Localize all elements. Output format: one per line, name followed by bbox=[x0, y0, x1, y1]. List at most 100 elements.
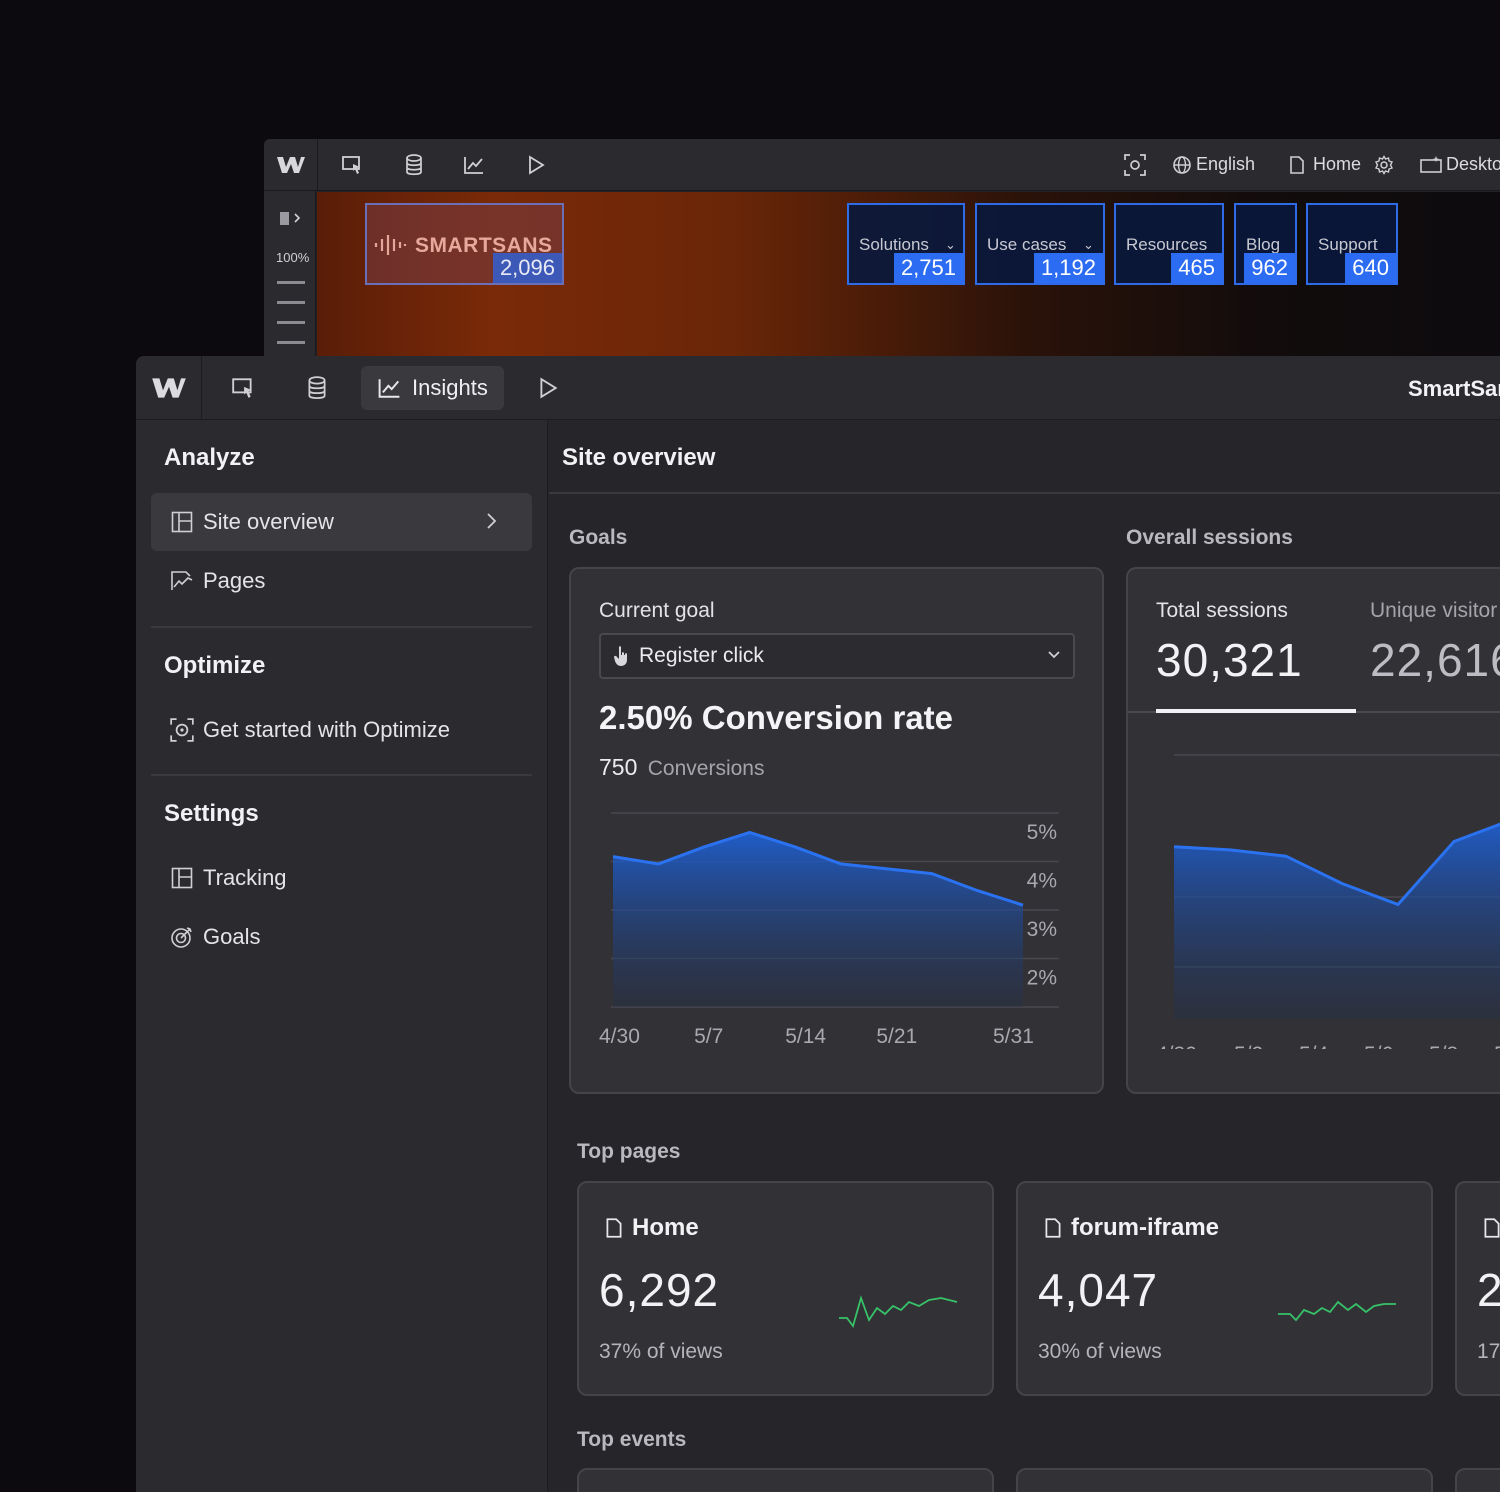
top-page-share: 30% of views bbox=[1038, 1340, 1162, 1363]
top-page-views: 4,047 bbox=[1038, 1264, 1159, 1316]
analyze-heading: Analyze bbox=[164, 444, 255, 471]
sidebar-item-label: Get started with Optimize bbox=[203, 717, 450, 742]
chevron-down-icon: ⌄ bbox=[945, 237, 956, 252]
top-event-card[interactable] bbox=[1016, 1468, 1433, 1492]
ruler-mark bbox=[277, 321, 305, 324]
nav-item-use-cases[interactable]: Use cases ⌄ 1,192 bbox=[975, 203, 1105, 285]
goal-select[interactable]: Register click bbox=[599, 633, 1075, 679]
x-tick-label: 5/31 bbox=[993, 1025, 1034, 1048]
sidebar-item-tracking[interactable]: Tracking bbox=[151, 849, 532, 907]
sidebar-item-label: Pages bbox=[203, 568, 266, 593]
gear-icon[interactable] bbox=[1372, 152, 1396, 178]
conversion-rate: 2.50% Conversion rate bbox=[599, 699, 953, 736]
chevron-right-icon bbox=[478, 511, 504, 531]
webflow-logo-icon[interactable] bbox=[136, 356, 202, 419]
sidebar-item-pages[interactable]: Pages bbox=[151, 552, 532, 610]
sidebar-divider bbox=[151, 626, 532, 628]
top-event-card[interactable] bbox=[1455, 1468, 1500, 1492]
x-tick-label: 5/7 bbox=[694, 1025, 723, 1048]
y-tick-label: 5% bbox=[1027, 821, 1057, 844]
total-sessions-label: Total sessions bbox=[1156, 599, 1288, 622]
goal-card: Current goal Register click 2.50% Conver… bbox=[569, 567, 1104, 1094]
top-event-card[interactable] bbox=[577, 1468, 994, 1492]
page-selector[interactable]: Home bbox=[1313, 154, 1362, 174]
x-tick-label: 5/8 bbox=[1429, 1043, 1458, 1049]
goal-icon bbox=[169, 925, 195, 949]
nav-item-resources[interactable]: Resources 465 bbox=[1114, 203, 1224, 285]
play-icon[interactable] bbox=[534, 374, 562, 402]
tab-insights-label: Insights bbox=[412, 375, 488, 400]
globe-icon bbox=[1170, 152, 1194, 178]
ruler-mark bbox=[277, 301, 305, 304]
language-selector[interactable]: English bbox=[1196, 154, 1256, 174]
site-canvas[interactable]: SMARTSANS 2,096 Solutions ⌄ 2,751 Use ca… bbox=[317, 192, 1500, 369]
nav-item-label: Use cases bbox=[987, 235, 1067, 254]
top-page-views: 6,292 bbox=[599, 1264, 720, 1316]
top-page-share: 37% of views bbox=[599, 1340, 723, 1363]
pages-chart-icon bbox=[169, 570, 195, 592]
sidebar-item-goals[interactable]: Goals bbox=[151, 908, 532, 966]
select-cursor-icon[interactable] bbox=[228, 374, 258, 402]
optimize-heading: Optimize bbox=[164, 652, 266, 679]
page-icon bbox=[1286, 152, 1308, 178]
sidebar-item-label: Goals bbox=[203, 924, 261, 949]
insights-sidebar: Analyze Site overview Pages Optimize Get… bbox=[136, 420, 548, 1492]
x-tick-label: 5 bbox=[1494, 1043, 1500, 1049]
sidebar-item-label: Site overview bbox=[203, 509, 334, 534]
logo-count-badge: 2,096 bbox=[492, 253, 562, 283]
y-tick-label: 4% bbox=[1027, 870, 1057, 893]
database-icon[interactable] bbox=[302, 374, 332, 402]
metric-tab-indicator[interactable] bbox=[1156, 709, 1356, 713]
y-tick-label: 3% bbox=[1027, 918, 1057, 941]
nav-item-label: Support bbox=[1318, 235, 1378, 254]
webflow-logo-icon[interactable] bbox=[264, 139, 318, 191]
x-tick-label: 5/14 bbox=[785, 1025, 826, 1048]
conversion-rate-chart: 5% 4% 3% 2% 4/30 5/7 5/14 5/21 5/31 bbox=[599, 812, 1059, 1048]
top-page-card[interactable]: Home 6,292 37% of views bbox=[577, 1181, 994, 1396]
sparkline bbox=[839, 1295, 958, 1328]
total-sessions-value: 30,321 bbox=[1156, 634, 1303, 686]
tab-insights[interactable]: Insights bbox=[361, 366, 504, 410]
panel-toggle-icon[interactable] bbox=[276, 207, 304, 229]
desktop-breakpoint-icon[interactable] bbox=[1418, 152, 1444, 178]
top-page-card[interactable]: forum-iframe 4,047 30% of views bbox=[1016, 1181, 1433, 1396]
nav-item-label: Solutions bbox=[859, 235, 929, 254]
goal-select-value: Register click bbox=[639, 644, 764, 667]
sessions-heading: Overall sessions bbox=[1126, 526, 1293, 549]
preview-focus-icon[interactable] bbox=[1122, 152, 1148, 178]
top-page-card[interactable]: 2 17 bbox=[1455, 1181, 1500, 1396]
site-logo-overlay[interactable]: SMARTSANS 2,096 bbox=[365, 203, 564, 285]
sparkline bbox=[1278, 1300, 1396, 1322]
x-tick-label: 5/21 bbox=[876, 1025, 917, 1048]
insights-chart-icon[interactable] bbox=[460, 152, 488, 178]
sidebar-divider bbox=[151, 774, 532, 776]
site-logo-text: SMARTSANS bbox=[415, 234, 553, 257]
play-icon[interactable] bbox=[522, 152, 550, 178]
sidebar-item-get-started-optimize[interactable]: Get started with Optimize bbox=[151, 701, 532, 759]
top-pages-heading: Top pages bbox=[577, 1140, 681, 1163]
insights-chart-icon bbox=[377, 377, 402, 399]
nav-item-solutions[interactable]: Solutions ⌄ 2,751 bbox=[847, 203, 965, 285]
nav-item-count: 2,751 bbox=[893, 253, 963, 283]
top-page-share: 17 bbox=[1477, 1340, 1500, 1363]
zoom-level[interactable]: 100% bbox=[276, 250, 310, 265]
designer-toolbar: English Home Deskto bbox=[264, 139, 1500, 191]
sessions-chart: 4/30 5/2 5/4 5/6 5/8 5 bbox=[1156, 754, 1500, 1049]
select-cursor-icon[interactable] bbox=[338, 152, 366, 178]
nav-item-support[interactable]: Support 640 bbox=[1306, 203, 1398, 285]
x-tick-label: 5/4 bbox=[1299, 1043, 1329, 1049]
database-icon[interactable] bbox=[400, 152, 428, 178]
chevron-down-icon bbox=[1047, 648, 1061, 662]
top-events-heading: Top events bbox=[577, 1428, 687, 1451]
nav-item-blog[interactable]: Blog 962 bbox=[1234, 203, 1297, 285]
conversions-summary: 750 Conversions bbox=[599, 754, 765, 781]
nav-item-count: 465 bbox=[1171, 253, 1222, 283]
unique-visitors-value: 22,616 bbox=[1370, 634, 1500, 686]
breakpoint-selector[interactable]: Deskto bbox=[1446, 154, 1500, 174]
goals-heading: Goals bbox=[569, 526, 628, 549]
nav-item-count: 962 bbox=[1244, 253, 1295, 283]
x-tick-label: 4/30 bbox=[1156, 1043, 1197, 1049]
sidebar-item-site-overview[interactable]: Site overview bbox=[151, 493, 532, 551]
x-tick-label: 5/6 bbox=[1364, 1043, 1393, 1049]
page-title: Site overview bbox=[562, 444, 716, 471]
